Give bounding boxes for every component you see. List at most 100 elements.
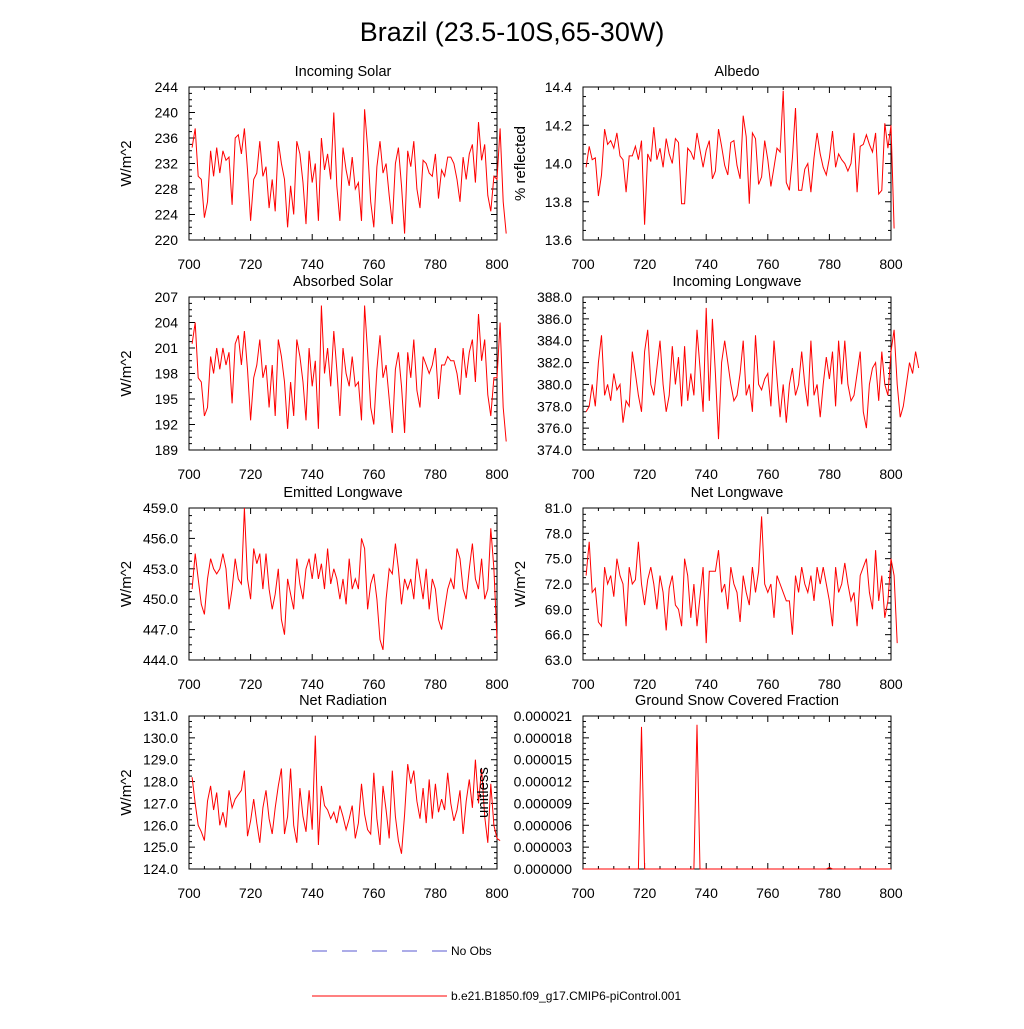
series-line <box>583 724 891 870</box>
series-line <box>585 516 898 644</box>
y-tick-label: 189 <box>155 442 179 458</box>
x-tick-label: 760 <box>756 885 780 901</box>
y-tick-label: 244 <box>155 79 179 95</box>
y-tick-label: 450.0 <box>143 591 178 607</box>
x-tick-label: 740 <box>695 676 719 692</box>
y-tick-label: 444.0 <box>143 652 178 668</box>
x-tick-label: 700 <box>571 256 595 272</box>
x-tick-label: 720 <box>633 885 657 901</box>
x-tick-label: 760 <box>362 676 386 692</box>
y-tick-label: 220 <box>155 232 179 248</box>
panel-title: Emitted Longwave <box>283 485 402 501</box>
x-tick-label: 800 <box>879 256 903 272</box>
x-tick-label: 700 <box>177 466 201 482</box>
x-tick-label: 800 <box>879 676 903 692</box>
y-tick-label: 125.0 <box>143 839 178 855</box>
y-tick-label: 376.0 <box>537 420 572 436</box>
y-tick-label: 0.000012 <box>514 774 573 790</box>
y-tick-label: 382.0 <box>537 355 572 371</box>
x-tick-label: 800 <box>485 885 509 901</box>
y-tick-label: 201 <box>155 340 179 356</box>
y-tick-label: 386.0 <box>537 311 572 327</box>
panel-frame <box>188 507 498 661</box>
y-tick-label: 0.000018 <box>514 730 573 746</box>
y-tick-label: 0.000015 <box>514 752 573 768</box>
x-tick-label: 720 <box>239 676 263 692</box>
y-axis-label: % reflected <box>512 126 529 201</box>
y-axis-label: W/m^2 <box>118 769 135 815</box>
x-tick-label: 800 <box>485 676 509 692</box>
y-tick-label: 228 <box>155 181 179 197</box>
x-tick-label: 740 <box>695 466 719 482</box>
y-tick-label: 384.0 <box>537 333 572 349</box>
series-line <box>191 735 501 854</box>
y-tick-label: 0.000006 <box>514 817 573 833</box>
y-tick-label: 14.4 <box>545 79 572 95</box>
panel-frame <box>188 86 498 241</box>
y-tick-label: 13.6 <box>545 232 572 248</box>
y-tick-label: 207 <box>155 289 179 305</box>
y-axis-label: W/m^2 <box>512 561 529 607</box>
panel-7: Ground Snow Covered Fraction 700 720 740 760… <box>475 693 903 901</box>
x-tick-label: 780 <box>818 885 842 901</box>
x-tick-label: 740 <box>301 885 325 901</box>
y-tick-label: 129.0 <box>143 752 178 768</box>
x-tick-label: 760 <box>362 466 386 482</box>
x-tick-label: 780 <box>424 885 448 901</box>
x-tick-label: 780 <box>424 676 448 692</box>
series-line <box>191 305 507 442</box>
x-tick-label: 700 <box>177 885 201 901</box>
y-axis-label: W/m^2 <box>118 350 135 396</box>
panel-frame <box>582 507 892 661</box>
y-tick-label: 195 <box>155 391 179 407</box>
panel-title: Ground Snow Covered Fraction <box>635 693 839 709</box>
figure-title: Brazil (23.5-10S,65-30W) <box>360 17 665 47</box>
y-tick-label: 72.0 <box>545 576 572 592</box>
y-tick-label: 447.0 <box>143 622 178 638</box>
x-tick-label: 720 <box>239 885 263 901</box>
x-tick-label: 780 <box>424 466 448 482</box>
y-tick-label: 69.0 <box>545 601 572 617</box>
x-tick-label: 700 <box>177 256 201 272</box>
y-tick-label: 127.0 <box>143 795 178 811</box>
x-tick-label: 780 <box>818 256 842 272</box>
x-tick-label: 760 <box>362 885 386 901</box>
y-tick-label: 378.0 <box>537 398 572 414</box>
y-tick-label: 130.0 <box>143 730 178 746</box>
panel-0: Incoming Solar 700 720 740 760 780 800 220 224 22… <box>118 64 509 272</box>
y-tick-label: 0.000009 <box>514 795 573 811</box>
panel-title: Net Longwave <box>691 485 784 501</box>
y-axis-label: W/m^2 <box>118 140 135 186</box>
y-tick-label: 0.000000 <box>514 861 573 877</box>
y-tick-label: 131.0 <box>143 708 178 724</box>
legend-no-obs-label: No Obs <box>451 944 492 958</box>
y-tick-label: 66.0 <box>545 627 572 643</box>
x-tick-label: 720 <box>633 256 657 272</box>
panel-title: Net Radiation <box>299 693 387 709</box>
x-tick-label: 720 <box>633 676 657 692</box>
panel-title: Incoming Longwave <box>673 274 802 290</box>
y-tick-label: 224 <box>155 207 179 223</box>
y-tick-label: 236 <box>155 130 179 146</box>
x-tick-label: 800 <box>485 256 509 272</box>
y-tick-label: 459.0 <box>143 500 178 516</box>
panel-2: Absorbed Solar 700 720 740 760 780 800 189 192 19… <box>118 274 509 482</box>
x-tick-label: 740 <box>695 885 719 901</box>
x-tick-label: 740 <box>301 466 325 482</box>
x-tick-label: 740 <box>301 676 325 692</box>
panel-title: Incoming Solar <box>295 64 392 80</box>
x-tick-label: 700 <box>571 885 595 901</box>
series-line <box>191 109 507 234</box>
y-tick-label: 232 <box>155 156 179 172</box>
y-tick-label: 0.000003 <box>514 839 573 855</box>
y-tick-label: 198 <box>155 366 179 382</box>
x-tick-label: 780 <box>818 676 842 692</box>
panel-1: Albedo 700 720 740 760 780 800 13.6 13.8 14.0 14.2… <box>512 64 903 272</box>
x-tick-label: 700 <box>571 676 595 692</box>
series-line <box>585 307 920 440</box>
x-tick-label: 740 <box>301 256 325 272</box>
panel-frame <box>582 715 892 870</box>
x-tick-label: 800 <box>879 885 903 901</box>
y-tick-label: 124.0 <box>143 861 178 877</box>
y-tick-label: 204 <box>155 315 179 331</box>
